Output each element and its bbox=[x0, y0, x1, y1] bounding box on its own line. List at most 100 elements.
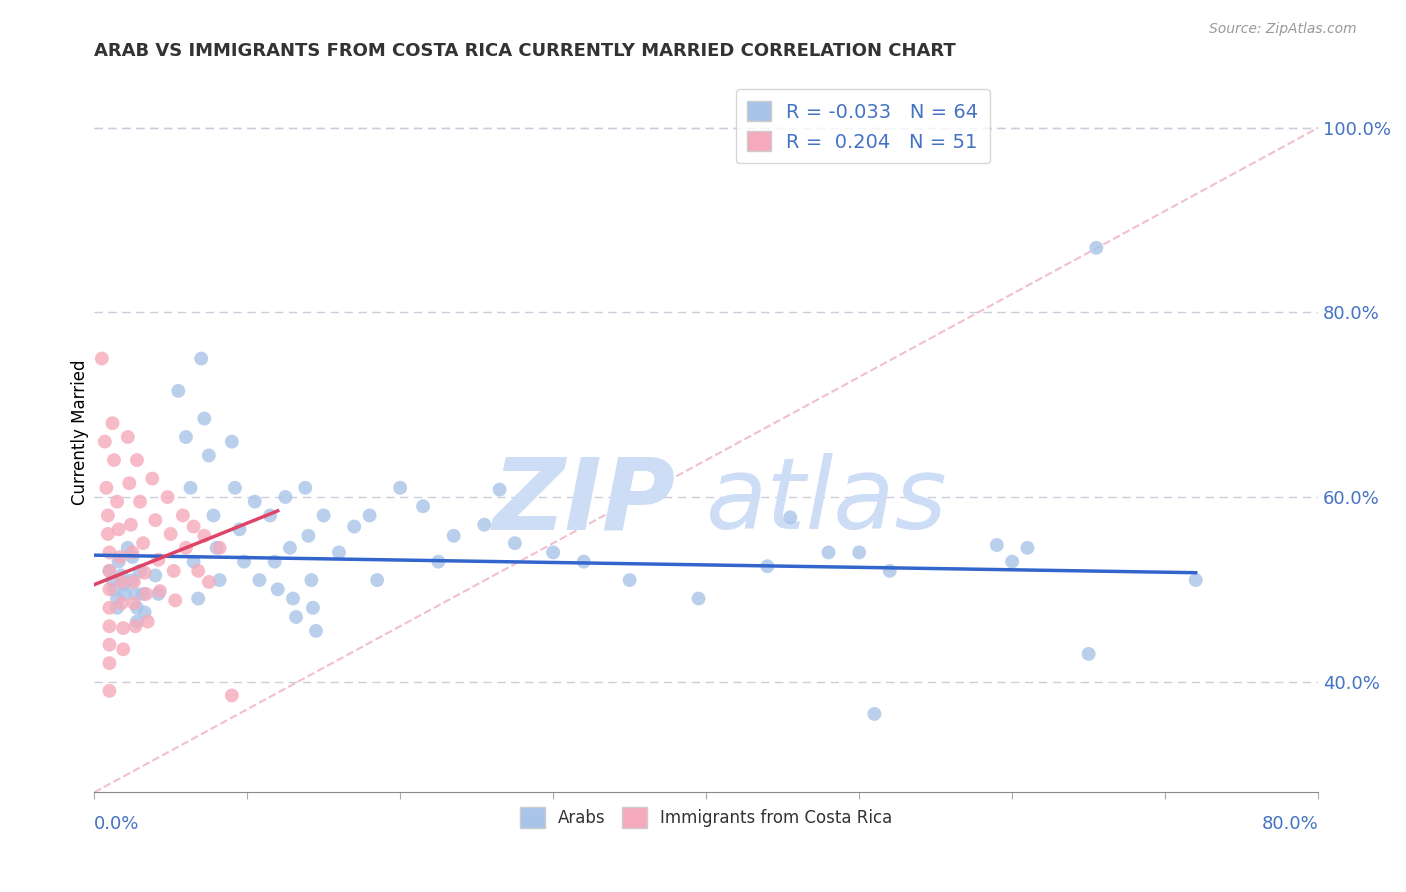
Point bbox=[143, 568, 166, 582]
Point bbox=[111, 568, 134, 582]
Point bbox=[124, 619, 146, 633]
Point bbox=[274, 490, 297, 504]
Point bbox=[389, 481, 412, 495]
Point bbox=[183, 555, 205, 569]
Point bbox=[312, 508, 335, 523]
Point bbox=[190, 351, 212, 366]
Point bbox=[221, 434, 243, 449]
Point bbox=[228, 522, 250, 536]
Point bbox=[180, 481, 202, 495]
Point bbox=[134, 606, 156, 620]
Point bbox=[118, 476, 141, 491]
Point bbox=[98, 656, 121, 670]
Point bbox=[343, 519, 366, 533]
Point bbox=[267, 582, 290, 597]
Point bbox=[121, 549, 143, 564]
Point bbox=[221, 689, 243, 703]
Point bbox=[149, 584, 172, 599]
Point bbox=[103, 453, 125, 467]
Point bbox=[98, 600, 121, 615]
Point bbox=[472, 517, 495, 532]
Point bbox=[112, 642, 135, 657]
Point bbox=[125, 600, 148, 615]
Point bbox=[305, 624, 328, 638]
Text: ZIP: ZIP bbox=[492, 453, 675, 550]
Point bbox=[848, 545, 870, 559]
Point bbox=[105, 494, 128, 508]
Point bbox=[278, 541, 301, 555]
Point bbox=[141, 471, 163, 485]
Text: ARAB VS IMMIGRANTS FROM COSTA RICA CURRENTLY MARRIED CORRELATION CHART: ARAB VS IMMIGRANTS FROM COSTA RICA CURRE… bbox=[94, 42, 956, 60]
Point bbox=[174, 430, 197, 444]
Point bbox=[121, 545, 143, 559]
Point bbox=[114, 587, 136, 601]
Point bbox=[198, 574, 221, 589]
Point bbox=[134, 566, 156, 580]
Point bbox=[124, 587, 146, 601]
Point bbox=[98, 564, 121, 578]
Point bbox=[97, 527, 120, 541]
Point bbox=[105, 591, 128, 606]
Point bbox=[107, 555, 129, 569]
Point bbox=[233, 555, 256, 569]
Point bbox=[359, 508, 381, 523]
Text: 0.0%: 0.0% bbox=[94, 815, 139, 833]
Point bbox=[120, 517, 142, 532]
Point bbox=[159, 527, 181, 541]
Point bbox=[125, 615, 148, 629]
Point bbox=[205, 541, 228, 555]
Point bbox=[105, 600, 128, 615]
Legend: Arabs, Immigrants from Costa Rica: Arabs, Immigrants from Costa Rica bbox=[513, 801, 900, 834]
Point bbox=[688, 591, 710, 606]
Point bbox=[366, 573, 388, 587]
Point bbox=[193, 411, 215, 425]
Point bbox=[98, 545, 121, 559]
Point bbox=[111, 596, 134, 610]
Point bbox=[117, 541, 139, 555]
Point bbox=[148, 553, 170, 567]
Point bbox=[281, 591, 304, 606]
Point bbox=[135, 587, 157, 601]
Point bbox=[503, 536, 526, 550]
Point bbox=[122, 574, 145, 589]
Text: atlas: atlas bbox=[706, 453, 948, 550]
Point bbox=[174, 541, 197, 555]
Point bbox=[98, 683, 121, 698]
Point bbox=[299, 573, 322, 587]
Point bbox=[121, 573, 143, 587]
Point bbox=[243, 494, 266, 508]
Point bbox=[96, 481, 118, 495]
Point bbox=[90, 351, 112, 366]
Point bbox=[97, 508, 120, 523]
Point bbox=[94, 434, 117, 449]
Point bbox=[136, 615, 159, 629]
Point bbox=[202, 508, 225, 523]
Point bbox=[488, 483, 510, 497]
Point bbox=[208, 573, 231, 587]
Point bbox=[98, 638, 121, 652]
Point bbox=[103, 582, 125, 597]
Point bbox=[187, 564, 209, 578]
Point bbox=[297, 529, 319, 543]
Point bbox=[572, 555, 595, 569]
Point bbox=[183, 519, 205, 533]
Point bbox=[817, 545, 839, 559]
Point bbox=[756, 559, 779, 574]
Point bbox=[98, 619, 121, 633]
Point bbox=[163, 564, 186, 578]
Point bbox=[187, 591, 209, 606]
Point bbox=[443, 529, 465, 543]
Point bbox=[111, 574, 134, 589]
Point bbox=[1077, 647, 1099, 661]
Point bbox=[263, 555, 285, 569]
Point bbox=[101, 416, 124, 430]
Point bbox=[1085, 241, 1108, 255]
Point bbox=[863, 706, 886, 721]
Point bbox=[172, 508, 194, 523]
Point bbox=[294, 481, 316, 495]
Point bbox=[412, 500, 434, 514]
Point bbox=[114, 577, 136, 591]
Point bbox=[122, 596, 145, 610]
Point bbox=[117, 430, 139, 444]
Point bbox=[125, 453, 148, 467]
